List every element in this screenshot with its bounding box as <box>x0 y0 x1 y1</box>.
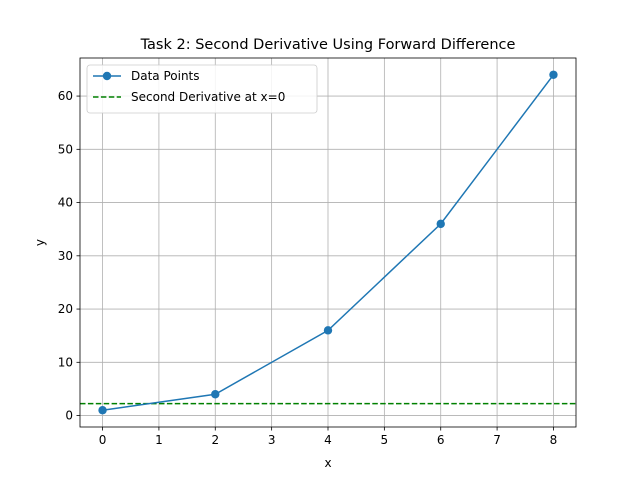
legend-marker-data-points <box>102 71 112 81</box>
axis-ticks: 0 1 2 3 4 5 6 7 8 0 10 20 30 40 50 60 <box>58 89 558 447</box>
legend-label-second-derivative: Second Derivative at x=0 <box>131 90 285 104</box>
chart-title: Task 2: Second Derivative Using Forward … <box>140 37 516 53</box>
x-tick-label: 7 <box>493 433 501 447</box>
x-tick-label: 3 <box>268 433 276 447</box>
x-tick-label: 1 <box>155 433 163 447</box>
data-point-marker <box>323 326 333 335</box>
y-axis-label: y <box>33 239 47 246</box>
x-tick-label: 8 <box>550 433 558 447</box>
legend-box <box>86 64 318 114</box>
x-tick-label: 5 <box>381 433 389 447</box>
y-tick-label: 10 <box>58 355 73 369</box>
x-tick-label: 0 <box>99 433 107 447</box>
data-layer <box>80 70 576 415</box>
y-tick-label: 30 <box>58 249 73 263</box>
x-tick-label: 4 <box>324 433 332 447</box>
x-tick-label: 2 <box>211 433 219 447</box>
legend-label-data-points: Data Points <box>131 69 200 83</box>
data-point-marker <box>211 390 220 399</box>
grid-lines <box>80 58 576 427</box>
data-point-marker <box>98 406 107 415</box>
y-tick-label: 50 <box>58 142 73 156</box>
x-tick-label: 6 <box>437 433 445 447</box>
x-axis-label: x <box>324 456 331 470</box>
data-point-marker <box>549 70 558 79</box>
legend: Data Points Second Derivative at x=0 <box>86 64 318 114</box>
y-tick-label: 0 <box>65 409 73 423</box>
data-point-marker <box>436 219 445 229</box>
y-tick-label: 20 <box>58 302 73 316</box>
y-tick-label: 40 <box>58 196 73 210</box>
y-tick-label: 60 <box>58 89 73 103</box>
